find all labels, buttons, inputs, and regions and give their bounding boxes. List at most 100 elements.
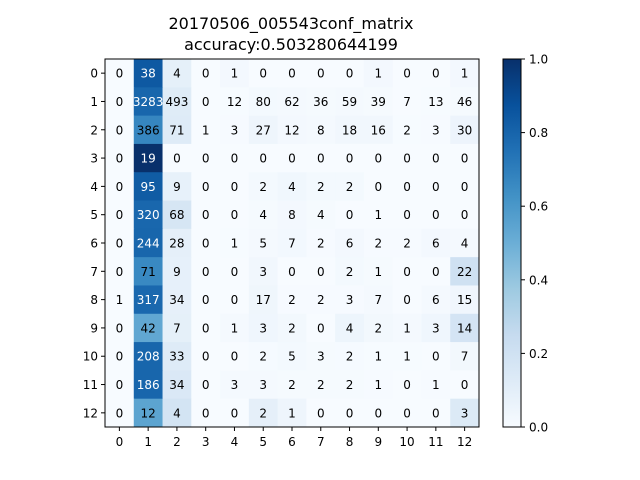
cell-value-r10-c8: 2 xyxy=(346,350,354,364)
cell-value-r3-c0: 0 xyxy=(116,152,124,166)
heatmap-cell-r1-c9 xyxy=(363,87,394,117)
x-tick-label-6: 6 xyxy=(288,435,296,449)
cell-value-r2-c0: 0 xyxy=(116,123,124,137)
cell-value-r12-c5: 2 xyxy=(259,406,267,420)
heatmap-cell-r11-c1 xyxy=(133,370,164,400)
heatmap-cell-r10-c2 xyxy=(162,342,192,371)
heatmap-cell-r1-c8 xyxy=(335,87,365,117)
cell-value-r8-c9: 7 xyxy=(374,293,382,307)
cell-value-r3-c10: 0 xyxy=(403,152,411,166)
cell-value-r4-c1: 95 xyxy=(141,180,156,194)
heatmap-cell-r1-c6 xyxy=(277,87,307,117)
cell-value-r11-c8: 2 xyxy=(346,378,354,392)
cell-value-r9-c6: 2 xyxy=(288,321,296,335)
heatmap-cell-r12-c3 xyxy=(191,398,221,428)
cell-value-r5-c12: 0 xyxy=(461,208,469,222)
cell-value-r12-c10: 0 xyxy=(403,406,411,420)
heatmap-cell-r4-c6 xyxy=(277,172,307,202)
cell-value-r9-c4: 1 xyxy=(231,321,239,335)
cell-value-r2-c4: 3 xyxy=(231,123,239,137)
heatmap-cell-r2-c1 xyxy=(133,115,164,145)
heatmap-cell-r7-c3 xyxy=(191,257,221,286)
cell-value-r3-c5: 0 xyxy=(259,152,267,166)
heatmap-cell-r9-c4 xyxy=(220,313,250,343)
heatmap-cell-r0-c9 xyxy=(363,59,394,88)
cell-value-r0-c3: 0 xyxy=(202,67,210,81)
cell-value-r1-c9: 39 xyxy=(371,95,386,109)
x-tick-label-10: 10 xyxy=(399,435,414,449)
cell-value-r12-c3: 0 xyxy=(202,406,210,420)
y-tick-label-0: 0 xyxy=(90,67,98,81)
cell-value-r0-c7: 0 xyxy=(317,67,325,81)
heatmap-cell-r7-c2 xyxy=(162,257,192,286)
heatmap-cell-r11-c4 xyxy=(220,370,250,400)
cell-value-r12-c1: 12 xyxy=(141,406,156,420)
cell-value-r1-c4: 12 xyxy=(227,95,242,109)
cell-value-r11-c11: 1 xyxy=(432,378,440,392)
cell-value-r6-c7: 2 xyxy=(317,237,325,251)
cell-value-r9-c10: 1 xyxy=(403,321,411,335)
cell-value-r8-c11: 6 xyxy=(432,293,440,307)
cell-value-r3-c2: 0 xyxy=(173,152,181,166)
cell-value-r10-c3: 0 xyxy=(202,350,210,364)
cell-value-r12-c11: 0 xyxy=(432,406,440,420)
heatmap-cell-r2-c4 xyxy=(220,115,250,145)
cell-value-r1-c10: 7 xyxy=(403,95,411,109)
heatmap-cell-r7-c5 xyxy=(248,257,279,286)
heatmap-cell-r12-c5 xyxy=(248,398,279,428)
heatmap-cell-r12-c7 xyxy=(306,398,336,428)
heatmap-cell-r5-c7 xyxy=(306,200,336,230)
cell-value-r6-c12: 4 xyxy=(461,237,469,251)
cell-value-r11-c7: 2 xyxy=(317,378,325,392)
cell-value-r7-c7: 0 xyxy=(317,265,325,279)
heatmap-cell-r1-c10 xyxy=(392,87,422,117)
cell-value-r2-c6: 12 xyxy=(284,123,299,137)
cell-value-r7-c1: 71 xyxy=(141,265,156,279)
heatmap-cell-r4-c12 xyxy=(450,172,480,202)
cell-value-r10-c9: 1 xyxy=(374,350,382,364)
cell-value-r1-c11: 13 xyxy=(428,95,443,109)
cell-value-r2-c10: 2 xyxy=(403,123,411,137)
heatmap-cell-r4-c3 xyxy=(191,172,221,202)
heatmap-cell-r3-c8 xyxy=(335,143,365,173)
cell-value-r6-c2: 28 xyxy=(169,237,184,251)
heatmap-cell-r4-c2 xyxy=(162,172,192,202)
heatmap-cell-r10-c8 xyxy=(335,342,365,371)
cell-value-r11-c5: 3 xyxy=(259,378,267,392)
cell-value-r8-c4: 0 xyxy=(231,293,239,307)
cell-value-r3-c3: 0 xyxy=(202,152,210,166)
heatmap-cell-r8-c4 xyxy=(220,285,250,315)
heatmap-cell-r3-c6 xyxy=(277,143,307,173)
heatmap-cell-r8-c0 xyxy=(105,285,135,315)
x-tick-label-9: 9 xyxy=(374,435,382,449)
heatmap-cell-r8-c1 xyxy=(133,285,164,315)
cell-value-r11-c9: 1 xyxy=(374,378,382,392)
cell-value-r11-c1: 186 xyxy=(137,378,160,392)
cell-value-r6-c1: 244 xyxy=(137,237,160,251)
cell-value-r8-c12: 15 xyxy=(457,293,472,307)
heatmap-cells xyxy=(105,59,480,428)
heatmap-cell-r8-c3 xyxy=(191,285,221,315)
chart-title-line-1: 20170506_005543conf_matrix xyxy=(168,14,413,34)
heatmap-cell-r3-c5 xyxy=(248,143,279,173)
heatmap-cell-r5-c3 xyxy=(191,200,221,230)
heatmap-cell-r11-c9 xyxy=(363,370,394,400)
heatmap-cell-r3-c1 xyxy=(133,143,164,173)
cell-value-r1-c3: 0 xyxy=(202,95,210,109)
heatmap-cell-r4-c8 xyxy=(335,172,365,202)
cell-value-r4-c2: 9 xyxy=(173,180,181,194)
cell-value-r1-c1: 3283 xyxy=(133,95,164,109)
cell-value-r0-c12: 1 xyxy=(461,67,469,81)
heatmap-cell-r12-c2 xyxy=(162,398,192,428)
heatmap-cell-r2-c12 xyxy=(450,115,480,145)
heatmap-cell-r10-c11 xyxy=(421,342,451,371)
cell-value-r1-c7: 36 xyxy=(313,95,328,109)
y-tick-label-11: 11 xyxy=(83,378,98,392)
cell-value-r0-c11: 0 xyxy=(432,67,440,81)
cell-value-r8-c10: 0 xyxy=(403,293,411,307)
heatmap-cell-r0-c7 xyxy=(306,59,336,88)
x-tick-label-8: 8 xyxy=(346,435,354,449)
heatmap-cell-r12-c4 xyxy=(220,398,250,428)
heatmap-cell-r10-c7 xyxy=(306,342,336,371)
